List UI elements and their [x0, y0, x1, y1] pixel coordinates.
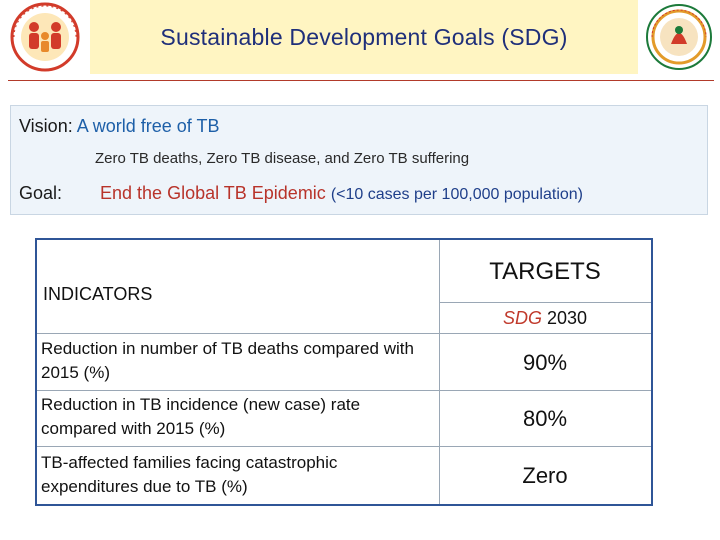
indicator-cell: Reduction in TB incidence (new case) rat… — [41, 395, 361, 438]
targets-header-divider — [439, 302, 651, 303]
row-divider — [37, 446, 651, 447]
goal-value: End the Global TB Epidemic — [100, 183, 326, 203]
goal-line: Goal: End the Global TB Epidemic (<10 ca… — [19, 183, 583, 204]
row-divider — [37, 390, 651, 391]
indicator-cell: Reduction in number of TB deaths compare… — [41, 339, 414, 382]
targets-header: TARGETS — [489, 258, 601, 285]
indicators-targets-table: INDICATORS TARGETS SDG 2030 Reduction in… — [35, 238, 653, 506]
tb-free-india-logo — [638, 0, 720, 74]
header-band: Sustainable Development Goals (SDG) — [0, 0, 720, 74]
national-health-mission-logo — [0, 0, 90, 74]
header-divider — [8, 80, 714, 81]
target-year: 2030 — [546, 308, 588, 328]
title-box: Sustainable Development Goals (SDG) — [90, 0, 638, 74]
vision-line: Vision: A world free of TB — [19, 116, 219, 137]
column-divider — [439, 240, 440, 504]
target-cell: 80% — [522, 406, 568, 431]
row-divider — [37, 333, 651, 334]
indicator-cell: TB-affected families facing catastrophic… — [41, 453, 338, 496]
target-cell: Zero — [522, 463, 568, 488]
sdg-label: SDG — [502, 308, 542, 328]
indicators-header: INDICATORS — [43, 284, 153, 304]
vision-value: A world free of TB — [76, 116, 220, 136]
target-cell: 90% — [522, 350, 568, 375]
vision-subtext: Zero TB deaths, Zero TB disease, and Zer… — [95, 150, 470, 167]
vision-goal-panel: Vision: A world free of TB Zero TB death… — [10, 105, 708, 215]
page-title: Sustainable Development Goals (SDG) — [160, 23, 568, 50]
vision-label: Vision: — [19, 116, 73, 136]
goal-label: Goal: — [19, 183, 63, 203]
goal-detail: (<10 cases per 100,000 population) — [330, 186, 584, 203]
sdg-year-header: SDG 2030 — [439, 308, 651, 329]
